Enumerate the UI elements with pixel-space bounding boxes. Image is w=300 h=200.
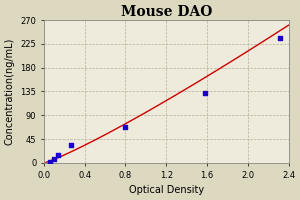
X-axis label: Optical Density: Optical Density [129,185,204,195]
Title: Mouse DAO: Mouse DAO [121,5,212,19]
Point [278,36,283,40]
Point [56,153,61,157]
Y-axis label: Concentration(ng/mL): Concentration(ng/mL) [5,38,15,145]
Point [48,160,52,163]
Point [202,91,207,94]
Point [52,157,56,160]
Point [69,144,74,147]
Point [123,125,128,129]
